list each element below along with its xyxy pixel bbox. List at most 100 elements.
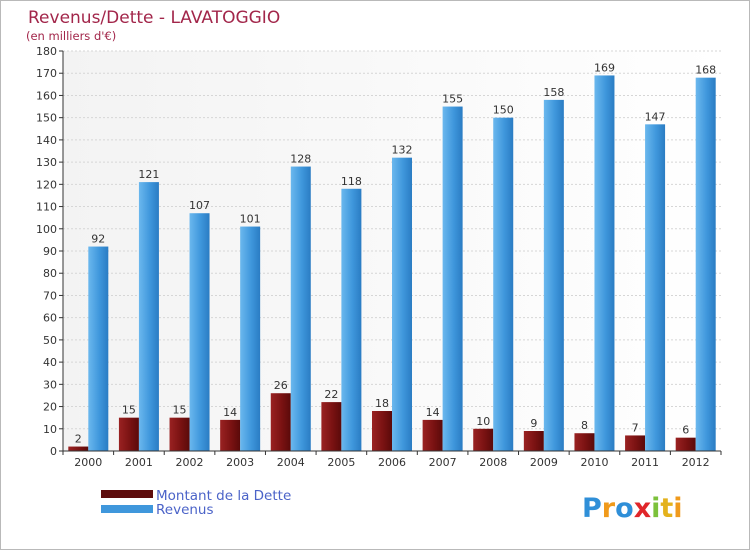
revenue-bar <box>695 77 716 452</box>
debt-bar <box>625 435 646 451</box>
debt-value-label: 2 <box>75 433 82 446</box>
logo-letter: i <box>651 493 660 524</box>
revenue-value-label: 169 <box>594 61 615 74</box>
x-tick-label: 2003 <box>226 456 254 469</box>
y-tick-label: 180 <box>36 45 57 58</box>
x-tick-label: 2009 <box>530 456 558 469</box>
revenue-bar <box>645 124 666 451</box>
legend: Montant de la Dette Revenus <box>101 488 291 518</box>
revenue-bar <box>442 106 463 452</box>
revenue-bar <box>543 99 564 451</box>
y-tick-label: 40 <box>43 356 57 369</box>
y-tick-label: 120 <box>36 178 57 191</box>
x-tick-label: 2011 <box>631 456 659 469</box>
debt-bar <box>422 419 443 451</box>
revenue-bar <box>138 182 159 451</box>
debt-value-label: 18 <box>375 397 389 410</box>
y-tick-label: 170 <box>36 67 57 80</box>
proxiti-logo: Proxiti <box>582 493 683 524</box>
legend-swatch-revenus <box>101 505 153 513</box>
revenue-value-label: 92 <box>91 233 105 246</box>
debt-bar <box>321 402 342 451</box>
revenue-value-label: 158 <box>543 86 564 99</box>
logo-letter: t <box>660 493 673 524</box>
y-tick-label: 30 <box>43 378 57 391</box>
revenue-bar <box>189 213 210 451</box>
y-tick-label: 150 <box>36 112 57 125</box>
revenue-value-label: 107 <box>189 199 210 212</box>
revenue-bar <box>88 246 109 451</box>
chart-subtitle: (en milliers d'€) <box>26 29 116 43</box>
debt-value-label: 15 <box>122 404 136 417</box>
logo-letter: o <box>615 493 634 524</box>
revenue-value-label: 132 <box>392 144 413 157</box>
debt-bar <box>372 411 392 451</box>
debt-bar <box>270 393 291 451</box>
x-tick-label: 2001 <box>125 456 153 469</box>
x-tick-label: 2010 <box>580 456 608 469</box>
bars <box>68 75 716 452</box>
x-tick-label: 2008 <box>479 456 507 469</box>
logo-letter: r <box>602 493 616 524</box>
debt-value-label: 14 <box>223 406 237 419</box>
revenue-value-label: 121 <box>138 168 159 181</box>
debt-bar <box>574 433 595 451</box>
y-tick-label: 90 <box>43 245 57 258</box>
debt-value-label: 7 <box>632 421 639 434</box>
y-tick-label: 80 <box>43 267 57 280</box>
debt-value-label: 10 <box>476 415 490 428</box>
y-tick-label: 70 <box>43 289 57 302</box>
x-tick-label: 2012 <box>682 456 710 469</box>
logo-letter: P <box>582 493 602 524</box>
y-tick-label: 20 <box>43 401 57 414</box>
revenue-bar <box>493 117 514 452</box>
revenue-value-label: 155 <box>442 93 463 106</box>
revenue-value-label: 101 <box>240 213 261 226</box>
revenue-bar <box>392 157 412 451</box>
revenue-bar <box>240 226 261 451</box>
revenue-value-label: 150 <box>493 104 514 117</box>
debt-bar <box>523 431 544 451</box>
revenue-bar <box>290 166 311 452</box>
debt-value-label: 26 <box>274 379 288 392</box>
chart-title: Revenus/Dette - LAVATOGGIO <box>28 8 280 28</box>
legend-label-dette: Montant de la Dette <box>156 488 291 504</box>
revenue-value-label: 147 <box>645 110 666 123</box>
revenue-value-label: 128 <box>290 153 311 166</box>
logo-letter: i <box>673 493 682 524</box>
y-tick-label: 110 <box>36 201 57 214</box>
y-tick-label: 160 <box>36 89 57 102</box>
y-tick-label: 0 <box>50 445 57 458</box>
revenue-bar <box>341 188 362 451</box>
debt-value-label: 15 <box>173 404 187 417</box>
debt-value-label: 6 <box>682 424 689 437</box>
x-tick-label: 2002 <box>176 456 204 469</box>
y-tick-label: 10 <box>43 423 57 436</box>
legend-swatch-dette <box>101 490 153 498</box>
x-axis-ticks: 2000 2001 2002 2003 2004 2005 2006 2007 2008 2009… <box>62 451 722 469</box>
y-tick-label: 50 <box>43 334 57 347</box>
debt-bar <box>68 446 89 451</box>
x-tick-label: 2000 <box>74 456 102 469</box>
x-tick-label: 2006 <box>378 456 406 469</box>
debt-bar <box>473 428 494 451</box>
debt-bar <box>118 417 139 451</box>
revenue-value-label: 118 <box>341 175 362 188</box>
debt-bar <box>220 419 241 451</box>
debt-value-label: 8 <box>581 419 588 432</box>
data-labels: 2921512115107141012612822118181321415510… <box>75 61 716 445</box>
y-tick-label: 60 <box>43 312 57 325</box>
y-tick-label: 140 <box>36 134 57 147</box>
y-tick-label: 130 <box>36 156 57 169</box>
logo-letter: x <box>634 493 651 524</box>
y-axis-ticks: 0 10 20 30 40 50 60 70 80 90 100 110 120 130 140 150 160… <box>36 45 63 458</box>
x-tick-label: 2007 <box>429 456 457 469</box>
legend-label-revenus: Revenus <box>156 502 214 518</box>
x-tick-label: 2005 <box>327 456 355 469</box>
debt-bar <box>675 437 696 451</box>
debt-value-label: 14 <box>426 406 440 419</box>
debt-bar <box>169 417 190 451</box>
revenue-value-label: 168 <box>695 64 716 77</box>
